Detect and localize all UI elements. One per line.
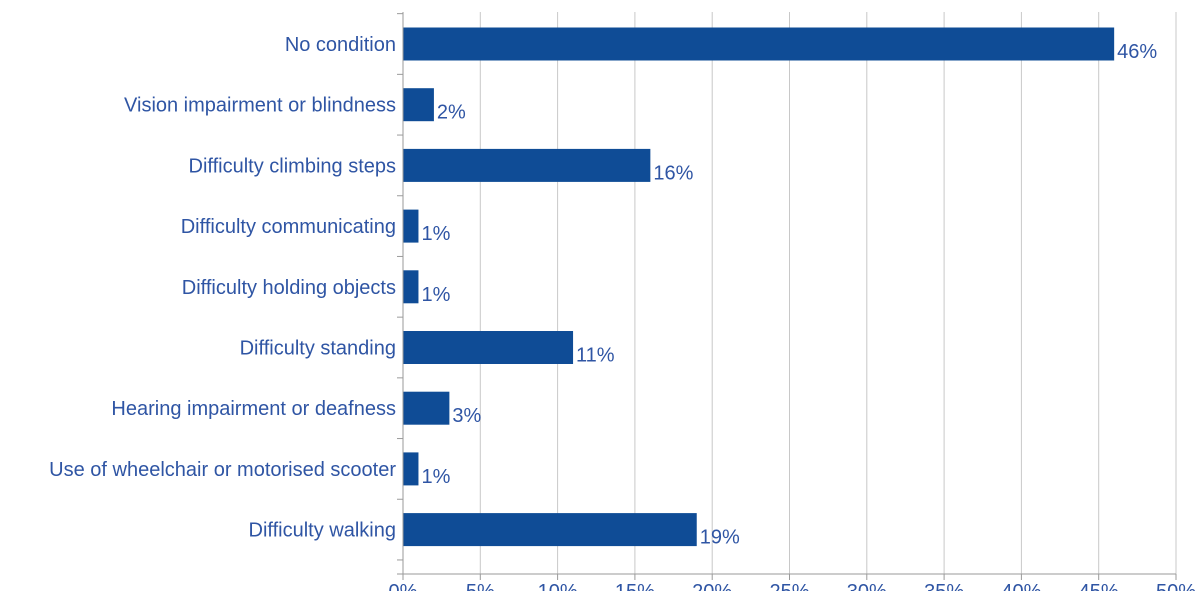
category-label: Difficulty walking	[249, 520, 396, 542]
x-tick-label: 50%	[1156, 581, 1196, 591]
value-label: 1%	[421, 284, 450, 306]
x-tick-label: 40%	[1001, 581, 1041, 591]
axes	[397, 12, 1177, 580]
category-label: Hearing impairment or deafness	[111, 398, 396, 420]
x-tick-label: 10%	[538, 581, 578, 591]
value-label: 11%	[576, 345, 615, 367]
category-label: Difficulty holding objects	[182, 277, 396, 299]
bar	[403, 88, 434, 122]
bar	[403, 148, 651, 182]
bar	[403, 27, 1115, 61]
x-tick-label: 45%	[1079, 581, 1119, 591]
value-labels: 46% 2% 16% 1% 1% 11% 3% 1% 19%	[421, 41, 1157, 549]
bar	[403, 209, 419, 243]
category-label: Vision impairment or blindness	[124, 95, 396, 117]
value-label: 19%	[700, 527, 740, 549]
value-label: 16%	[653, 162, 693, 184]
value-label: 2%	[437, 102, 466, 124]
x-tick-label: 25%	[769, 581, 809, 591]
value-label: 3%	[452, 405, 481, 427]
category-label: Difficulty standing	[240, 338, 396, 360]
bars	[403, 27, 1115, 547]
value-label: 46%	[1117, 41, 1157, 63]
category-label: No condition	[285, 34, 396, 56]
value-label: 1%	[421, 466, 450, 488]
bar	[403, 270, 419, 304]
x-tick-label: 15%	[615, 581, 655, 591]
category-label: Difficulty communicating	[181, 216, 396, 238]
x-tick-label: 20%	[692, 581, 732, 591]
bar	[403, 391, 450, 425]
bar	[403, 331, 574, 364]
x-tick-label: 5%	[466, 581, 495, 591]
bar	[403, 452, 419, 486]
x-tick-label: 30%	[847, 581, 887, 591]
x-tick-labels: 0% 5% 10% 15% 20% 25% 30% 35% 40% 45% 50%	[389, 581, 1197, 591]
category-label: Difficulty climbing steps	[189, 155, 396, 177]
bar	[403, 513, 697, 547]
category-labels: No condition Vision impairment or blindne…	[49, 34, 396, 542]
category-label: Use of wheelchair or motorised scooter	[49, 459, 396, 481]
x-tick-label: 0%	[389, 581, 418, 591]
gridlines	[479, 12, 1177, 574]
value-label: 1%	[421, 223, 450, 245]
x-tick-label: 35%	[924, 581, 964, 591]
